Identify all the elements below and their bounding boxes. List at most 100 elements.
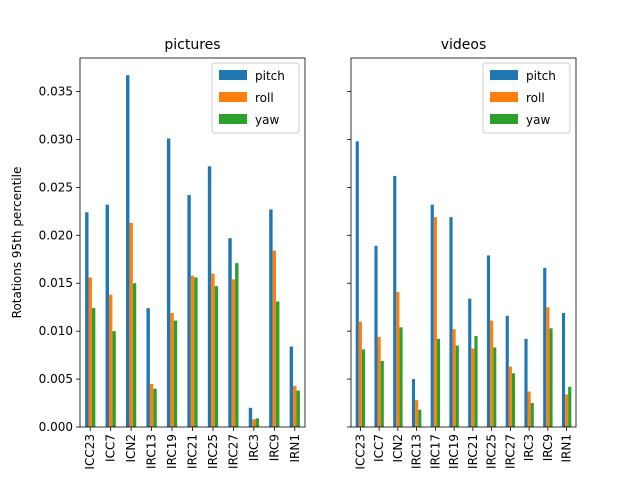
legend-label: yaw bbox=[255, 113, 279, 127]
bar-videos-pitch-IRC3 bbox=[524, 338, 528, 427]
legend-swatch-pitch bbox=[490, 70, 518, 80]
bar-pictures-roll-ICC7 bbox=[108, 294, 113, 427]
legend: pitch roll yaw bbox=[482, 62, 571, 134]
bar-videos-roll-ICC23 bbox=[358, 321, 362, 427]
bar-pictures-roll-IRC9 bbox=[272, 250, 277, 427]
bar-pictures-pitch-IRC21 bbox=[187, 195, 191, 427]
bar-pictures-roll-ICC23 bbox=[88, 277, 92, 427]
bar-videos-pitch-ICN2 bbox=[393, 175, 397, 427]
bar-pictures-pitch-IRC13 bbox=[146, 308, 150, 427]
bar-pictures-yaw-IRC21 bbox=[194, 277, 198, 427]
y-tick-label: 0.005 bbox=[39, 372, 73, 386]
x-tick-label: IRC9 bbox=[267, 434, 281, 461]
bar-pictures-pitch-IRC3 bbox=[248, 407, 253, 427]
bar-videos-yaw-IRC27 bbox=[511, 373, 516, 427]
legend-swatch-yaw bbox=[219, 114, 247, 124]
bar-videos-yaw-IRC19 bbox=[455, 345, 459, 427]
x-tick-label: IRC19 bbox=[447, 434, 461, 469]
bar-videos-roll-IRC19 bbox=[452, 329, 456, 427]
x-tick-label: IRC3 bbox=[522, 434, 536, 461]
bar-pictures-pitch-IRC9 bbox=[269, 209, 273, 427]
y-tick-label: 0.000 bbox=[39, 420, 73, 434]
x-tick-label: IRC3 bbox=[247, 434, 261, 461]
x-tick-label: IRC13 bbox=[410, 434, 424, 469]
panel-title: pictures bbox=[164, 37, 220, 53]
legend-swatch-roll bbox=[490, 92, 518, 102]
panel-title: videos bbox=[441, 37, 487, 53]
bar-pictures-roll-IRN1 bbox=[293, 385, 297, 427]
legend-swatch-yaw bbox=[490, 114, 518, 124]
bar-pictures-pitch-IRC27 bbox=[228, 238, 232, 427]
bar-videos-yaw-IRC25 bbox=[493, 347, 497, 427]
bar-pictures-roll-ICN2 bbox=[129, 222, 133, 427]
legend-label: yaw bbox=[526, 113, 550, 127]
bar-videos-pitch-ICC7 bbox=[374, 245, 378, 427]
x-tick-label: IRC21 bbox=[466, 434, 480, 469]
bar-videos-yaw-IRC3 bbox=[530, 403, 534, 427]
y-tick-label: 0.015 bbox=[39, 276, 73, 290]
bar-videos-roll-ICC7 bbox=[377, 336, 381, 427]
bar-pictures-yaw-IRC25 bbox=[214, 286, 219, 427]
bar-videos-pitch-IRC25 bbox=[486, 255, 491, 427]
y-tick-label: 0.030 bbox=[39, 132, 73, 146]
legend-swatch-pitch bbox=[219, 70, 247, 80]
x-tick-label: IRC25 bbox=[206, 434, 220, 469]
bar-videos-yaw-IRC13 bbox=[418, 409, 422, 427]
legend-label: pitch bbox=[255, 69, 285, 83]
bar-pictures-pitch-IRC19 bbox=[166, 138, 171, 427]
bar-videos-pitch-IRC21 bbox=[468, 298, 472, 427]
x-tick-label: IRC27 bbox=[226, 434, 240, 469]
legend-label: roll bbox=[526, 91, 545, 105]
legend-label: pitch bbox=[526, 69, 556, 83]
bar-videos-yaw-IRN1 bbox=[568, 386, 572, 427]
bar-pictures-roll-IRC25 bbox=[211, 273, 215, 427]
legend-label: roll bbox=[255, 91, 274, 105]
bar-videos-roll-IRN1 bbox=[565, 394, 569, 427]
bar-pictures-pitch-ICC7 bbox=[105, 204, 109, 427]
bar-videos-roll-IRC3 bbox=[527, 391, 531, 427]
bar-videos-yaw-ICN2 bbox=[399, 327, 403, 427]
x-tick-label: IRC19 bbox=[165, 434, 179, 469]
x-tick-label: ICC7 bbox=[372, 434, 386, 462]
bar-pictures-yaw-ICC23 bbox=[91, 308, 96, 427]
bar-pictures-yaw-ICC7 bbox=[112, 331, 116, 427]
x-tick-label: IRN1 bbox=[560, 434, 574, 463]
bar-videos-pitch-IRC17 bbox=[430, 204, 434, 427]
bar-pictures-yaw-ICN2 bbox=[132, 283, 137, 427]
x-tick-label: ICN2 bbox=[124, 434, 138, 463]
x-tick-label: IRC25 bbox=[485, 434, 499, 469]
x-tick-label: ICC23 bbox=[353, 434, 367, 470]
bar-videos-pitch-IRC13 bbox=[411, 379, 416, 427]
bar-pictures-roll-IRC3 bbox=[252, 419, 256, 427]
bar-pictures-pitch-IRC25 bbox=[207, 166, 212, 428]
bar-videos-pitch-ICC23 bbox=[355, 141, 359, 427]
bar-pictures-roll-IRC13 bbox=[149, 383, 154, 427]
x-tick-label: IRC13 bbox=[145, 434, 159, 469]
bar-videos-pitch-IRN1 bbox=[561, 312, 566, 427]
bar-videos-pitch-IRC9 bbox=[543, 267, 547, 427]
bar-videos-yaw-IRC17 bbox=[436, 338, 441, 427]
panel-1: ICC23 ICC7 ICN2 IRC13 IRC17 IRC19 IRC21 IRC25 IR… bbox=[347, 37, 577, 470]
y-tick-label: 0.035 bbox=[39, 85, 73, 99]
bar-pictures-yaw-IRN1 bbox=[296, 390, 300, 427]
bar-pictures-pitch-ICN2 bbox=[126, 75, 130, 427]
x-tick-label: IRC9 bbox=[541, 434, 555, 461]
bar-pictures-yaw-IRC19 bbox=[173, 320, 178, 427]
bar-pictures-pitch-ICC23 bbox=[85, 212, 89, 427]
bar-videos-yaw-IRC9 bbox=[549, 328, 553, 427]
bar-videos-roll-IRC21 bbox=[471, 348, 475, 427]
bar-videos-pitch-IRC27 bbox=[505, 315, 509, 427]
bar-videos-pitch-IRC19 bbox=[449, 217, 453, 427]
x-tick-label: IRC17 bbox=[428, 434, 442, 469]
x-tick-label: ICC7 bbox=[104, 434, 118, 462]
x-tick-label: IRN1 bbox=[288, 434, 302, 463]
bar-pictures-yaw-IRC3 bbox=[255, 418, 259, 427]
bar-pictures-yaw-IRC27 bbox=[235, 263, 239, 427]
bar-videos-yaw-ICC23 bbox=[361, 349, 366, 427]
bar-videos-roll-IRC25 bbox=[490, 320, 494, 427]
bar-videos-roll-IRC17 bbox=[433, 217, 437, 427]
legend: pitch roll yaw bbox=[211, 62, 300, 134]
bar-videos-roll-IRC13 bbox=[415, 400, 419, 427]
bar-pictures-roll-IRC21 bbox=[190, 275, 195, 427]
